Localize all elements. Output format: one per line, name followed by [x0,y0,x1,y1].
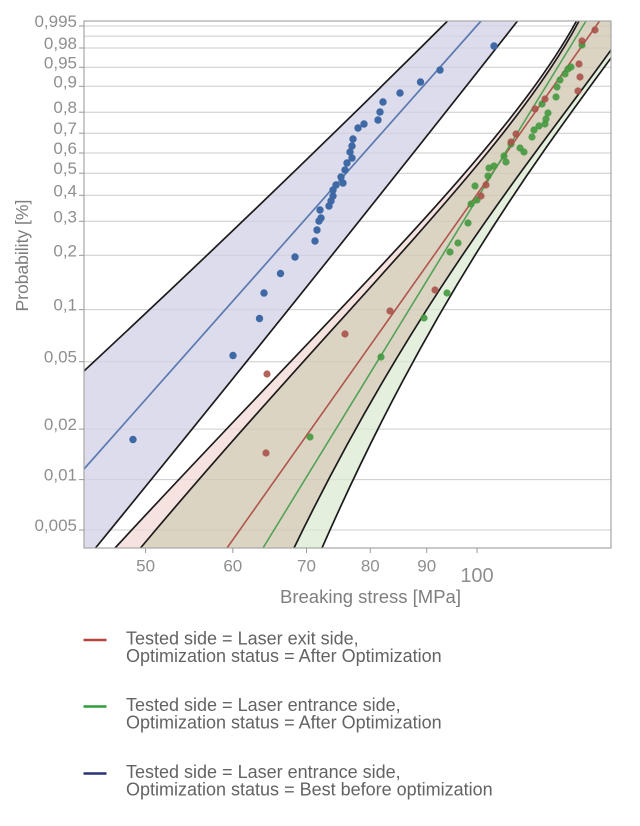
svg-text:0,005: 0,005 [34,516,77,535]
svg-text:70: 70 [297,557,316,576]
svg-text:Optimization status = Best bef: Optimization status = Best before optimi… [126,780,493,800]
svg-text:50: 50 [136,557,155,576]
svg-text:Probability [%]: Probability [%] [12,200,32,312]
svg-text:0,01: 0,01 [44,466,77,485]
svg-text:0,05: 0,05 [44,348,77,367]
svg-text:0,02: 0,02 [44,415,77,434]
svg-text:Optimization status = After Op: Optimization status = After Optimization [126,713,442,733]
svg-text:Tested side = Laser exit side,: Tested side = Laser exit side, [126,629,359,649]
svg-text:0,5: 0,5 [53,159,77,178]
svg-text:0,2: 0,2 [53,241,77,260]
svg-text:80: 80 [361,557,380,576]
svg-text:0,995: 0,995 [34,12,77,31]
svg-text:0,9: 0,9 [53,72,77,91]
svg-text:Tested side = Laser entrance s: Tested side = Laser entrance side, [126,695,401,715]
svg-text:0,8: 0,8 [53,98,77,117]
svg-text:0,3: 0,3 [53,207,77,226]
svg-text:90: 90 [417,557,436,576]
svg-text:0,6: 0,6 [53,139,77,158]
svg-text:0,95: 0,95 [44,53,77,72]
svg-text:Tested side = Laser entrance s: Tested side = Laser entrance side, [126,762,401,782]
svg-text:100: 100 [460,565,493,587]
svg-text:Optimization status = After Op: Optimization status = After Optimization [126,646,442,666]
svg-text:Breaking stress [MPa]: Breaking stress [MPa] [280,586,461,607]
svg-text:0,4: 0,4 [53,181,77,200]
svg-text:60: 60 [223,557,242,576]
svg-text:0,7: 0,7 [53,119,77,138]
svg-text:0,1: 0,1 [53,296,77,315]
svg-text:0,98: 0,98 [44,34,77,53]
